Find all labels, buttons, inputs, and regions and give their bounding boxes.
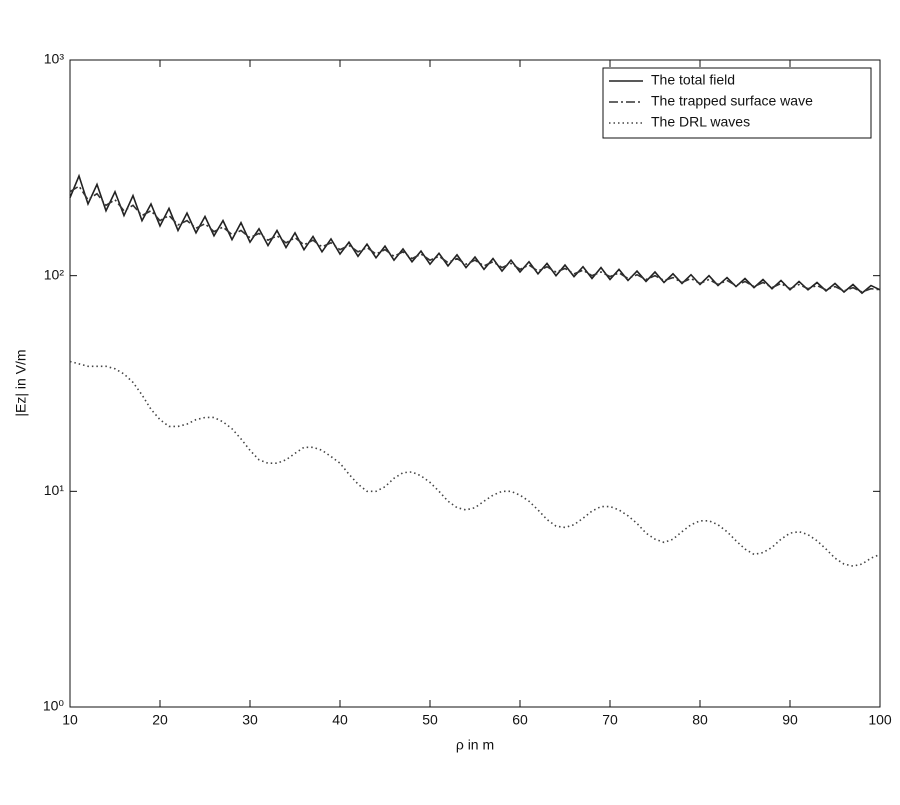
y-tick-label: 10² bbox=[44, 266, 65, 282]
x-tick-label: 20 bbox=[152, 712, 168, 728]
x-tick-label: 100 bbox=[868, 712, 892, 728]
legend-label: The DRL waves bbox=[651, 114, 750, 130]
x-tick-label: 10 bbox=[62, 712, 78, 728]
y-tick-label: 10⁰ bbox=[43, 698, 65, 714]
legend-box bbox=[602, 67, 872, 139]
x-tick-label: 70 bbox=[602, 712, 618, 728]
x-tick-label: 60 bbox=[512, 712, 528, 728]
y-tick-label: 10³ bbox=[44, 51, 65, 67]
x-axis-label: ρ in m bbox=[456, 737, 494, 753]
y-tick-label: 10¹ bbox=[44, 482, 65, 498]
legend-label: The trapped surface wave bbox=[651, 93, 813, 109]
series-line bbox=[69, 360, 881, 567]
series-line bbox=[69, 173, 881, 295]
x-tick-label: 50 bbox=[422, 712, 438, 728]
x-tick-label: 90 bbox=[782, 712, 798, 728]
x-tick-label: 40 bbox=[332, 712, 348, 728]
series-line bbox=[69, 185, 881, 293]
y-axis-label: |Ez| in V/m bbox=[13, 349, 29, 416]
x-tick-label: 80 bbox=[692, 712, 708, 728]
plot-frame bbox=[69, 59, 881, 708]
legend-label: The total field bbox=[651, 72, 735, 88]
x-tick-label: 30 bbox=[242, 712, 258, 728]
